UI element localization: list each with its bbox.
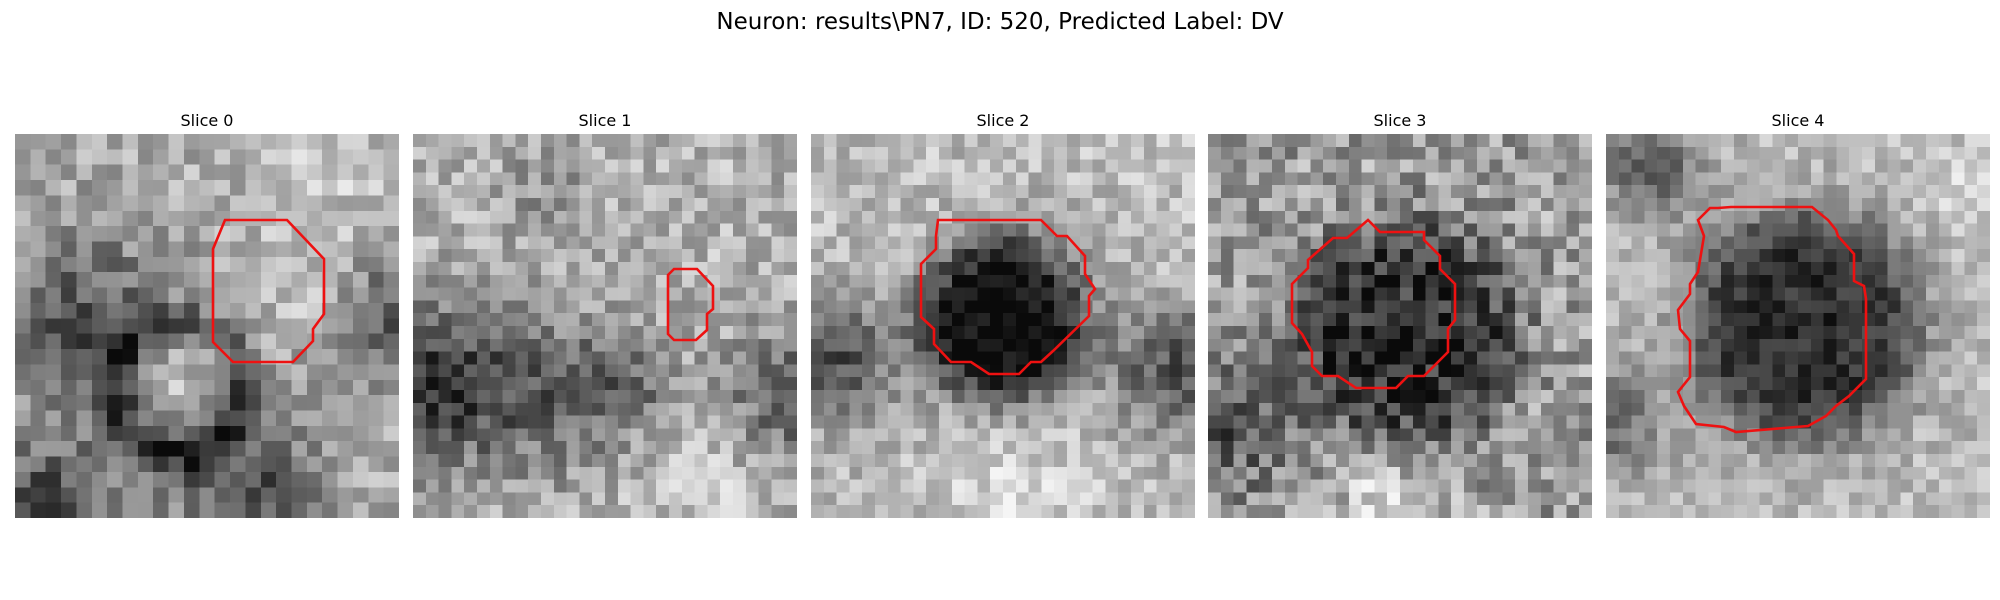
pixel-grid [1208, 134, 1592, 518]
slice-image [1208, 134, 1592, 518]
slice-image [1606, 134, 1990, 518]
roi-contour [1290, 218, 1457, 390]
slice-title: Slice 2 [976, 111, 1030, 130]
slice-title: Slice 0 [180, 111, 234, 130]
figure-title: Neuron: results\PN7, ID: 520, Predicted … [716, 9, 1284, 35]
slice-title: Slice 1 [578, 111, 632, 130]
slice-image [15, 134, 399, 518]
slice-image [413, 134, 797, 518]
pixel-grid [1606, 134, 1990, 518]
slice-panel-3: Slice 3 [1208, 108, 1592, 518]
roi-contour [666, 267, 715, 342]
roi-contour [211, 218, 326, 364]
pixel-grid [811, 134, 1195, 518]
pixel-grid [15, 134, 399, 518]
slice-title: Slice 4 [1771, 111, 1825, 130]
slice-panel-1: Slice 1 [413, 108, 797, 518]
slice-title: Slice 3 [1373, 111, 1427, 130]
roi-contour [1676, 205, 1868, 434]
roi-contour [919, 218, 1097, 376]
pixel-grid [413, 134, 797, 518]
slice-panel-4: Slice 4 [1606, 108, 1990, 518]
slice-panel-0: Slice 0 [15, 108, 399, 518]
slice-image [811, 134, 1195, 518]
slice-panel-2: Slice 2 [811, 108, 1195, 518]
